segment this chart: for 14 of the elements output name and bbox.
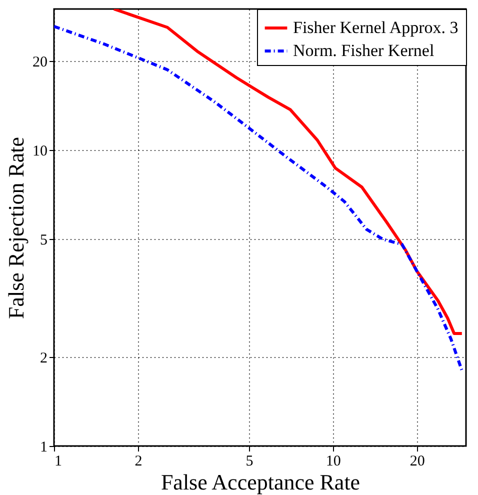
x-tick-label: 2 — [134, 454, 142, 470]
legend-label: Fisher Kernel Approx. 3 — [293, 18, 458, 37]
x-tick-label: 1 — [54, 454, 62, 470]
x-axis-title: False Acceptance Rate — [160, 470, 360, 494]
y-tick-label: 10 — [32, 144, 48, 160]
x-tick-label: 5 — [246, 454, 254, 470]
y-axis-title: False Rejection Rate — [4, 136, 28, 320]
y-tick-label: 5 — [40, 232, 48, 249]
y-tick-label: 2 — [40, 350, 48, 366]
y-tick-label: 1 — [40, 440, 48, 456]
x-tick-label: 10 — [326, 454, 341, 470]
x-tick-label: 20 — [410, 454, 425, 470]
y-tick-label: 20 — [32, 54, 48, 71]
legend-label: Norm. Fisher Kernel — [293, 41, 434, 60]
